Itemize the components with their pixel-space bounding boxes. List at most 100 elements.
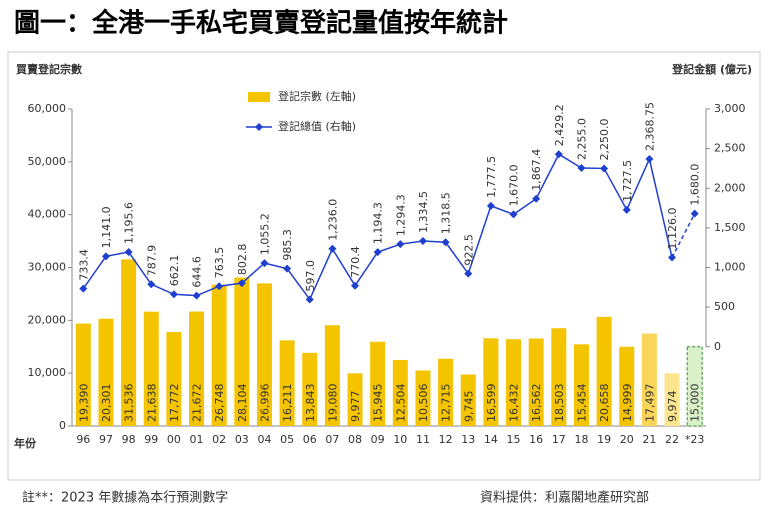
y-tick-label: 30,000 bbox=[28, 261, 67, 274]
x-tick-label: 01 bbox=[190, 433, 204, 446]
y2-tick-label: 2,500 bbox=[714, 142, 746, 155]
bar bbox=[686, 346, 703, 427]
x-tick-label: 05 bbox=[280, 433, 294, 446]
bar bbox=[392, 359, 408, 426]
line-marker bbox=[101, 252, 110, 261]
bar bbox=[211, 284, 227, 426]
bar-value-label: 20,301 bbox=[100, 384, 113, 423]
bar-value-label: 15,000 bbox=[689, 384, 702, 423]
bar bbox=[438, 358, 454, 426]
x-tick-label: 15 bbox=[507, 433, 521, 446]
line-marker bbox=[622, 205, 631, 214]
bar bbox=[121, 259, 137, 426]
x-tick-label: 03 bbox=[235, 433, 249, 446]
line-value-label: 770.4 bbox=[349, 246, 362, 278]
line-marker bbox=[645, 155, 654, 164]
bar bbox=[573, 344, 589, 426]
y-axis-label: 買賣登記宗數 bbox=[16, 62, 82, 76]
line-marker bbox=[486, 201, 495, 210]
x-tick-label: 21 bbox=[642, 433, 656, 446]
line-marker bbox=[169, 290, 178, 299]
y2-tick-label: 1,000 bbox=[714, 261, 746, 274]
line-marker bbox=[441, 238, 450, 247]
x-tick-label: 17 bbox=[552, 433, 566, 446]
bar bbox=[619, 346, 635, 426]
line-marker bbox=[509, 210, 518, 219]
bar-value-label: 17,772 bbox=[168, 384, 181, 423]
bar-value-label: 18,503 bbox=[553, 384, 566, 423]
line-value-label: 1,334.5 bbox=[417, 191, 430, 233]
bar bbox=[506, 339, 522, 426]
bar bbox=[347, 373, 363, 426]
line-value-label: 1,126.0 bbox=[666, 208, 679, 250]
bar-value-label: 17,497 bbox=[643, 384, 656, 423]
x-tick-label: 09 bbox=[371, 433, 385, 446]
line-marker bbox=[464, 269, 473, 278]
bar bbox=[528, 338, 544, 426]
line-marker bbox=[373, 248, 382, 257]
line-value-label: 2,368.75 bbox=[643, 102, 656, 151]
x-tick-label: 97 bbox=[99, 433, 113, 446]
x-tick-label: 02 bbox=[212, 433, 226, 446]
x-tick-label: 14 bbox=[484, 433, 498, 446]
y-tick-label: 20,000 bbox=[28, 313, 67, 326]
bar-value-label: 31,536 bbox=[123, 384, 136, 423]
bar-value-label: 19,080 bbox=[326, 384, 339, 423]
bar-value-label: 9,974 bbox=[666, 391, 679, 423]
line-value-label: 802.8 bbox=[236, 244, 249, 276]
line-marker bbox=[554, 150, 563, 159]
bar-value-label: 26,996 bbox=[258, 384, 271, 423]
bar bbox=[596, 316, 612, 426]
line-value-label: 662.1 bbox=[168, 255, 181, 287]
line-value-label: 1,236.0 bbox=[326, 199, 339, 241]
y2-tick-label: 3,000 bbox=[714, 102, 746, 115]
line-value-label: 597.0 bbox=[304, 260, 317, 292]
line-value-label: 733.4 bbox=[77, 249, 90, 281]
bar bbox=[324, 325, 340, 426]
legend-label: 登記總值 (右軸) bbox=[278, 119, 356, 133]
legend-swatch bbox=[248, 92, 270, 102]
bar bbox=[460, 374, 476, 426]
footnote: 註**：2023 年數據為本行預測數字 bbox=[22, 490, 228, 506]
x-tick-label: 06 bbox=[303, 433, 317, 446]
y2-tick-label: 1,500 bbox=[714, 221, 746, 234]
x-tick-label: 04 bbox=[257, 433, 271, 446]
bar-value-label: 19,390 bbox=[77, 384, 90, 423]
line-marker bbox=[600, 164, 609, 173]
line-marker bbox=[328, 244, 337, 253]
line-marker bbox=[396, 240, 405, 249]
bar-value-label: 12,504 bbox=[394, 384, 407, 423]
line-value-label: 985.3 bbox=[281, 229, 294, 261]
line-value-label: 2,429.2 bbox=[553, 104, 566, 146]
y2-tick-label: 2,000 bbox=[714, 181, 746, 194]
line-marker bbox=[532, 194, 541, 203]
bar-value-label: 20,658 bbox=[598, 384, 611, 423]
bar-value-label: 15,945 bbox=[372, 384, 385, 423]
x-tick-label: 99 bbox=[144, 433, 158, 446]
line-value-label: 1,141.0 bbox=[100, 206, 113, 248]
line-value-label: 1,194.3 bbox=[372, 202, 385, 244]
bar-value-label: 16,562 bbox=[530, 384, 543, 423]
x-tick-label: 18 bbox=[574, 433, 588, 446]
bar bbox=[483, 338, 499, 426]
line-value-label: 1,680.0 bbox=[689, 164, 702, 206]
bar-value-label: 28,104 bbox=[236, 384, 249, 423]
bar bbox=[641, 333, 657, 426]
line-value-label: 2,255.0 bbox=[575, 118, 588, 160]
y-tick-label: 50,000 bbox=[28, 155, 67, 168]
line-marker bbox=[351, 281, 360, 290]
bar-value-label: 10,506 bbox=[417, 384, 430, 423]
line-value-label: 1,727.5 bbox=[621, 160, 634, 202]
y2-tick-label: 0 bbox=[714, 340, 721, 353]
bar-value-label: 26,748 bbox=[213, 384, 226, 423]
line-marker bbox=[260, 259, 269, 268]
line-value-label: 1,195.6 bbox=[123, 202, 136, 244]
y-tick-label: 10,000 bbox=[28, 366, 67, 379]
y-tick-label: 0 bbox=[59, 419, 66, 432]
x-axis-label: 年份 bbox=[14, 436, 37, 450]
line-marker bbox=[668, 253, 677, 262]
line-marker bbox=[283, 264, 292, 273]
y-tick-label: 60,000 bbox=[28, 102, 67, 115]
x-tick-label: 16 bbox=[529, 433, 543, 446]
